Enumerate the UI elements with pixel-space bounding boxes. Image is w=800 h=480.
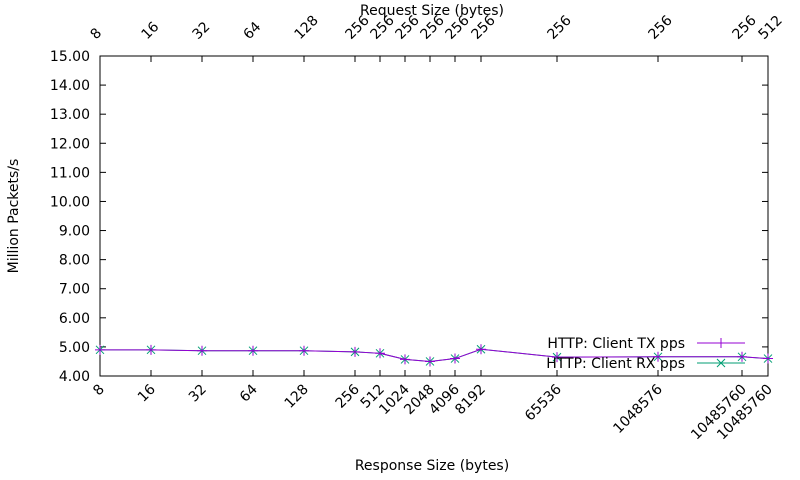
point-marker [653, 351, 663, 362]
point-marker [737, 351, 747, 362]
y-tick-label: 11.00 [50, 165, 90, 181]
point-marker [375, 348, 385, 359]
x2-tick-label: 256 [545, 13, 575, 43]
legend-label: HTTP: Client RX pps [546, 356, 685, 372]
point-marker [248, 345, 258, 356]
point-marker [425, 356, 435, 367]
y-tick-label: 6.00 [59, 311, 90, 327]
x-tick-label: 8192 [452, 382, 489, 419]
x-tick-label: 1048576 [610, 381, 665, 436]
y-tick-label: 9.00 [59, 224, 90, 240]
x-tick-label: 16 [135, 381, 159, 405]
point-marker [197, 345, 207, 356]
x2-tick-label: 8 [88, 25, 106, 43]
point-marker [95, 344, 105, 355]
x-tick-label: 8 [90, 382, 108, 400]
x2-axis-title: Request Size (bytes) [360, 3, 504, 19]
point-marker [299, 345, 309, 356]
x2-tick-label: 128 [292, 13, 322, 43]
point-marker [146, 344, 156, 355]
point-marker [450, 353, 460, 364]
y-axis-title: Million Packets/s [6, 159, 22, 274]
point-marker [716, 338, 726, 348]
x-tick-label: 128 [282, 382, 312, 412]
point-marker [476, 344, 486, 355]
point-marker [400, 354, 410, 365]
plot-frame [99, 55, 769, 377]
y-tick-label: 14.00 [50, 78, 90, 94]
x2-tick-label: 256 [730, 13, 760, 43]
y-tick-label: 13.00 [50, 107, 90, 123]
x2-tick-label: 16 [139, 19, 163, 43]
y-tick-label: 10.00 [50, 194, 90, 210]
legend-label: HTTP: Client TX pps [547, 336, 685, 352]
x-tick-label: 64 [237, 381, 261, 405]
point-marker [552, 352, 562, 363]
y-tick-label: 15.00 [50, 49, 90, 65]
point-marker [763, 353, 773, 364]
y-tick-label: 7.00 [59, 282, 90, 298]
x-tick-label: 256 [333, 381, 363, 411]
x2-tick-label: 64 [241, 19, 265, 43]
y-tick-label: 4.00 [59, 369, 90, 385]
x2-tick-label: 256 [646, 13, 676, 43]
x-tick-label: 32 [186, 382, 210, 406]
x2-tick-label: 32 [190, 19, 214, 43]
x-axis-title: Response Size (bytes) [355, 458, 509, 474]
y-tick-label: 5.00 [59, 340, 90, 356]
point-marker [350, 346, 360, 357]
x-tick-label: 65536 [522, 381, 565, 424]
y-tick-label: 12.00 [50, 136, 90, 152]
point-marker [716, 358, 726, 368]
x2-tick-label: 512 [756, 13, 786, 43]
y-tick-label: 8.00 [59, 253, 90, 269]
